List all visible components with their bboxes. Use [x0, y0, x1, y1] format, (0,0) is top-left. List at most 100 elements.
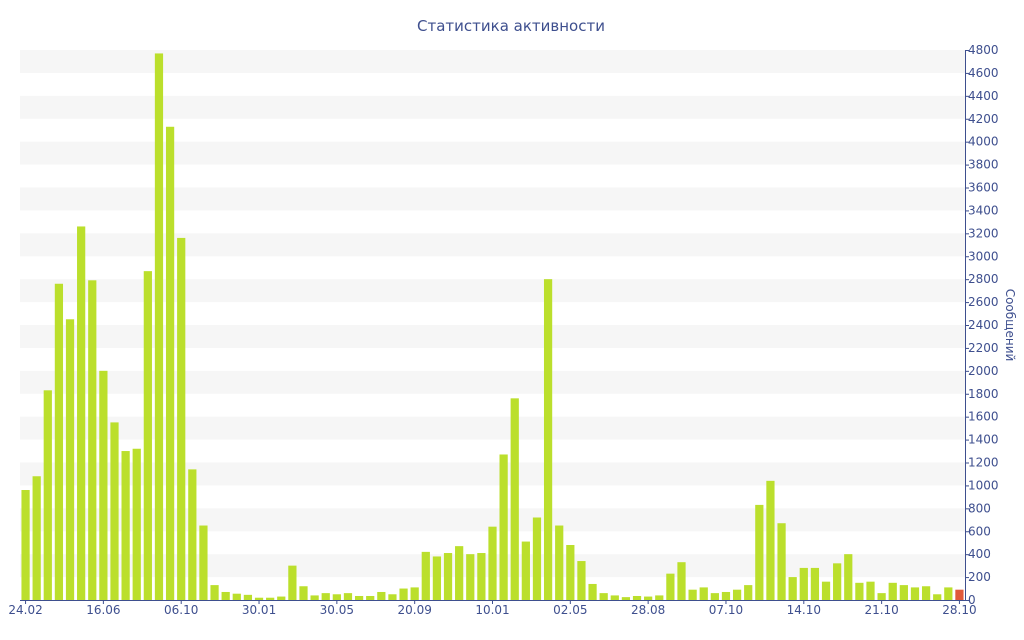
bar[interactable] [43, 390, 52, 600]
bar[interactable] [466, 554, 475, 600]
bar[interactable] [688, 589, 697, 600]
bar[interactable] [299, 586, 308, 600]
y-tick-label: 4200 [968, 112, 999, 126]
bar[interactable] [844, 554, 853, 600]
grid-band [20, 279, 965, 303]
bar[interactable] [288, 565, 297, 600]
bar[interactable] [921, 586, 931, 600]
bar[interactable] [788, 577, 797, 600]
y-tick-label: 2600 [968, 295, 999, 309]
y-tick-label: 200 [968, 570, 991, 584]
bar[interactable] [354, 595, 364, 600]
x-tick-label: 16.06 [86, 603, 120, 617]
bar[interactable] [199, 525, 208, 600]
bar[interactable] [810, 567, 820, 600]
bar[interactable] [666, 573, 675, 600]
bar[interactable] [655, 595, 664, 600]
bar[interactable] [910, 587, 920, 600]
y-tick-label: 2200 [968, 341, 999, 355]
bar[interactable] [499, 454, 508, 600]
y-tick-label: 0 [968, 593, 976, 607]
y-tick-label: 600 [968, 524, 991, 538]
bar[interactable] [677, 562, 686, 600]
bar[interactable] [944, 587, 953, 600]
bar[interactable] [766, 480, 775, 600]
bar[interactable] [933, 594, 942, 600]
bar[interactable] [699, 587, 708, 600]
bar[interactable] [477, 553, 486, 600]
bar[interactable] [143, 271, 152, 600]
bar[interactable] [65, 319, 75, 600]
y-tick-label: 2800 [968, 272, 999, 286]
bar[interactable] [132, 448, 141, 600]
bar[interactable] [399, 588, 408, 600]
bar[interactable] [443, 553, 453, 600]
bar[interactable] [488, 526, 497, 600]
bar[interactable] [621, 597, 631, 600]
bar[interactable] [644, 596, 653, 600]
bar[interactable] [310, 595, 319, 600]
bar[interactable] [744, 585, 753, 600]
bar[interactable] [632, 595, 642, 600]
bar[interactable] [21, 490, 30, 600]
y-tick-label: 3600 [968, 181, 999, 195]
bar[interactable] [210, 585, 219, 600]
y-tick-label: 1800 [968, 387, 999, 401]
bar[interactable] [799, 567, 808, 600]
bar[interactable] [532, 517, 542, 601]
bar[interactable] [899, 585, 908, 600]
bar[interactable] [154, 53, 164, 600]
bar[interactable] [99, 370, 108, 600]
bar[interactable] [110, 422, 119, 600]
bar[interactable] [855, 582, 864, 600]
bar[interactable] [955, 589, 964, 600]
bar[interactable] [321, 593, 330, 600]
y-tick-label: 800 [968, 501, 991, 515]
bar[interactable] [77, 226, 86, 601]
bar[interactable] [710, 593, 719, 600]
bar[interactable] [432, 556, 442, 600]
bar[interactable] [377, 591, 386, 600]
bar[interactable] [343, 593, 353, 600]
bar[interactable] [366, 595, 375, 600]
bar[interactable] [543, 279, 553, 600]
bar[interactable] [821, 581, 831, 600]
bar[interactable] [755, 504, 764, 600]
bar[interactable] [566, 545, 575, 600]
bar[interactable] [388, 594, 397, 600]
bar[interactable] [177, 237, 186, 600]
bar[interactable] [254, 597, 264, 600]
bar[interactable] [521, 541, 530, 600]
bar[interactable] [277, 596, 286, 600]
bar[interactable] [510, 398, 519, 600]
bar[interactable] [777, 523, 786, 600]
bar[interactable] [121, 451, 130, 600]
x-tick-label: 30.05 [320, 603, 354, 617]
bar[interactable] [610, 595, 619, 600]
bar[interactable] [721, 591, 731, 600]
bar[interactable] [455, 546, 464, 600]
bar[interactable] [165, 126, 175, 600]
bar[interactable] [421, 551, 430, 600]
bar[interactable] [232, 593, 241, 600]
bar[interactable] [410, 587, 419, 600]
bar[interactable] [866, 581, 875, 600]
bar[interactable] [888, 582, 897, 600]
bar[interactable] [188, 469, 197, 600]
bar[interactable] [266, 597, 275, 600]
bar[interactable] [588, 583, 597, 600]
bar[interactable] [332, 594, 341, 600]
bar[interactable] [32, 476, 41, 600]
bar[interactable] [833, 563, 842, 600]
x-tick-label: 21.10 [864, 603, 898, 617]
x-tick-label: 06.10 [164, 603, 198, 617]
bar[interactable] [243, 594, 253, 600]
bar[interactable] [221, 591, 230, 600]
bar[interactable] [599, 593, 608, 600]
bar[interactable] [555, 525, 564, 600]
bar[interactable] [877, 593, 886, 600]
bar[interactable] [54, 283, 64, 600]
bar[interactable] [732, 589, 742, 600]
bar[interactable] [88, 280, 97, 600]
bar[interactable] [577, 561, 586, 600]
